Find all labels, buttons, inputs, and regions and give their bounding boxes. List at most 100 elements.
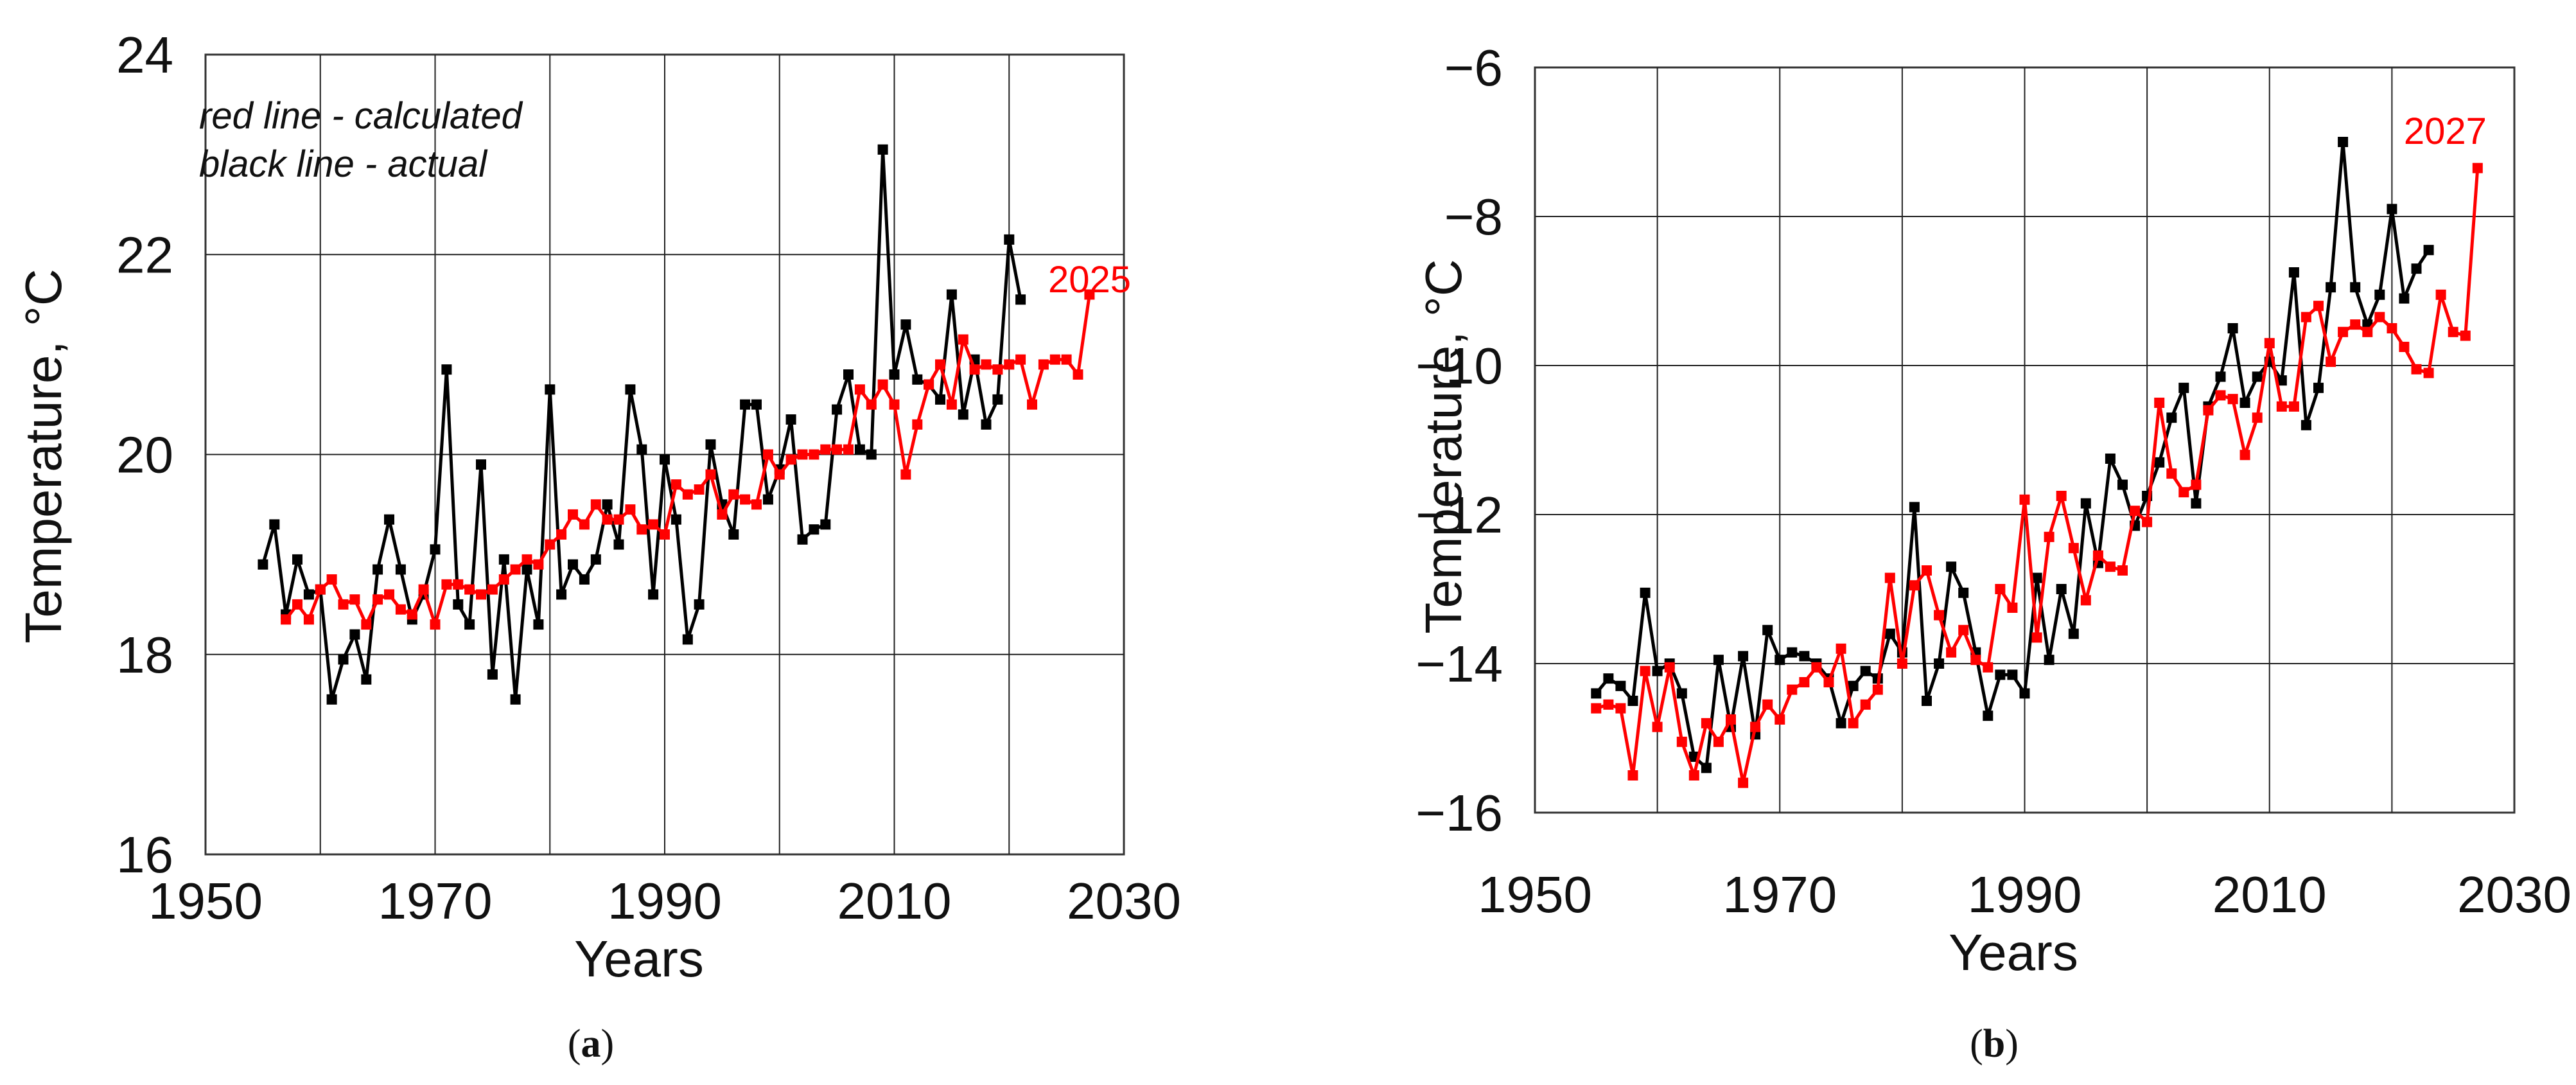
data-point-calculated (303, 614, 314, 625)
data-point-actual (2191, 498, 2202, 509)
data-point-actual (2288, 267, 2299, 278)
annotation-line-2: black line - actual (199, 143, 488, 185)
data-point-calculated (2191, 479, 2202, 490)
data-point-calculated (2374, 312, 2385, 322)
data-point-calculated (2019, 494, 2030, 505)
data-point-actual (762, 494, 773, 505)
data-point-calculated (1750, 721, 1761, 732)
data-point-calculated (1004, 359, 1015, 370)
data-point-calculated (648, 519, 659, 530)
data-point-actual (797, 534, 808, 545)
data-point-actual (568, 559, 578, 570)
data-point-calculated (809, 449, 819, 460)
data-point-calculated (292, 599, 302, 610)
data-point-calculated (2387, 323, 2397, 333)
data-point-calculated (2448, 326, 2458, 337)
data-point-actual (613, 539, 624, 550)
data-point-calculated (1995, 584, 2006, 594)
data-point-calculated (1787, 684, 1798, 695)
data-point-calculated (1688, 770, 1699, 781)
annotation-line-1: red line - calculated (199, 95, 523, 137)
data-point-actual (1934, 658, 1945, 669)
data-point-actual (2105, 454, 2116, 464)
data-point-actual (1676, 688, 1687, 699)
data-point-actual (636, 444, 647, 455)
data-point-actual (510, 694, 521, 705)
data-point-calculated (2154, 398, 2165, 408)
x-axis-label-a: Years (574, 930, 704, 987)
data-point-actual (877, 144, 888, 155)
data-point-actual (1860, 666, 1871, 676)
data-point-actual (579, 574, 590, 585)
data-point-calculated (2460, 330, 2471, 341)
data-point-calculated (1774, 714, 1785, 725)
panel-label-b: (b) (1970, 1022, 2019, 1066)
data-point-actual (521, 564, 532, 575)
data-point-actual (1762, 624, 1773, 635)
data-point-calculated (1823, 677, 1834, 687)
data-point-calculated (1726, 714, 1736, 725)
data-point-calculated (797, 449, 808, 460)
data-point-actual (1004, 234, 1015, 245)
data-point-calculated (751, 499, 762, 510)
panel-label-a-close: ) (601, 1022, 615, 1066)
series-group-b (1591, 137, 2483, 788)
data-point-calculated (2300, 312, 2311, 322)
data-point-calculated (590, 499, 601, 510)
x-tick-label: 2030 (2457, 866, 2572, 923)
data-point-calculated (2215, 390, 2226, 401)
data-point-calculated (832, 444, 843, 455)
y-axis-label-a: Temperature, °C (15, 269, 72, 643)
data-point-calculated (1701, 718, 1712, 728)
data-point-calculated (2105, 561, 2116, 572)
series-group-a (258, 144, 1095, 705)
data-point-calculated (281, 614, 292, 625)
data-point-actual (1958, 587, 1969, 598)
data-point-actual (2166, 412, 2177, 423)
data-point-actual (2374, 289, 2385, 300)
data-point-calculated (717, 509, 728, 520)
data-point-calculated (924, 379, 934, 390)
data-point-calculated (568, 509, 578, 520)
data-point-actual (258, 559, 268, 570)
data-point-actual (441, 364, 452, 375)
data-point-calculated (476, 589, 486, 600)
data-point-actual (2007, 669, 2018, 680)
data-point-calculated (372, 594, 383, 605)
data-point-calculated (1946, 647, 1957, 658)
data-point-calculated (660, 529, 670, 540)
data-point-actual (590, 554, 601, 565)
data-point-actual (670, 514, 681, 525)
series-line-calculated (1595, 168, 2480, 785)
data-point-actual (430, 544, 441, 555)
data-point-calculated (1860, 699, 1871, 710)
data-point-actual (2178, 382, 2189, 393)
data-point-actual (2239, 398, 2250, 408)
y-tick-labels-b: −16 −14 −12 −10 −8 −6 (1415, 39, 1503, 842)
data-point-calculated (498, 574, 509, 585)
data-point-actual (384, 514, 394, 525)
y-tick-label: −14 (1415, 635, 1503, 692)
data-point-actual (682, 634, 693, 645)
data-point-calculated (981, 359, 992, 370)
data-point-calculated (395, 604, 406, 615)
data-point-calculated (1897, 658, 1907, 669)
data-point-calculated (1811, 662, 1822, 673)
data-point-actual (326, 694, 337, 705)
data-point-calculated (889, 399, 900, 410)
data-point-actual (1774, 655, 1785, 666)
data-point-calculated (2117, 565, 2128, 576)
data-point-calculated (682, 489, 693, 500)
data-point-actual (751, 399, 762, 410)
data-point-calculated (1934, 610, 1945, 621)
data-point-calculated (2435, 289, 2446, 300)
data-point-actual (1799, 651, 1810, 662)
data-point-actual (453, 599, 464, 610)
data-point-actual (372, 564, 383, 575)
data-point-calculated (762, 449, 773, 460)
data-point-calculated (2276, 401, 2287, 412)
data-point-calculated (2313, 301, 2324, 312)
x-tick-label: 2030 (1067, 872, 1181, 930)
data-point-actual (292, 554, 302, 565)
data-point-calculated (1073, 369, 1083, 380)
